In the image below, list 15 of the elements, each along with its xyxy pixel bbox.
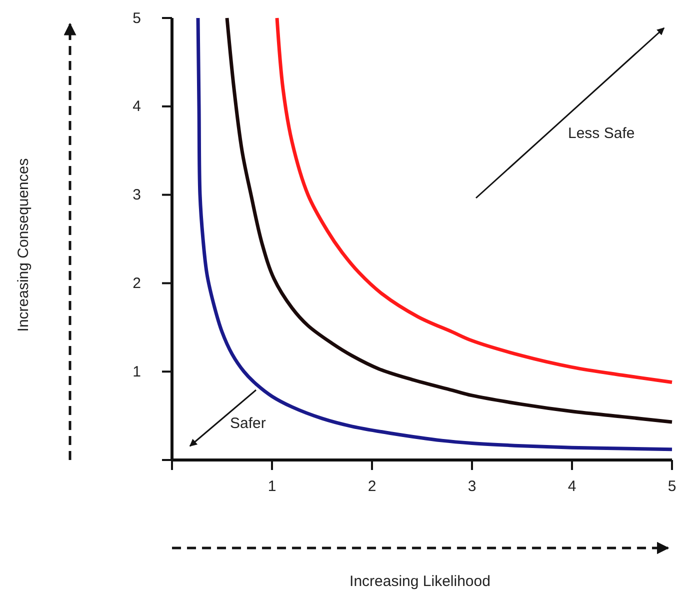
x-tick-label: 2 — [368, 478, 376, 495]
x-tick-label: 1 — [268, 478, 276, 495]
x-tick-label: 5 — [668, 478, 676, 495]
x-tick-label: 4 — [568, 478, 576, 495]
x-tick-label: 3 — [468, 478, 476, 495]
y-tick-label: 1 — [132, 363, 141, 380]
annotation: Less Safe — [568, 125, 635, 142]
y-tick-label: 3 — [132, 186, 141, 204]
annotation: Safer — [230, 415, 266, 432]
line-series — [275, 16, 674, 384]
y-tick-label: 4 — [132, 98, 141, 116]
text: Increasing Likelihood — [350, 573, 490, 590]
text: Increasing Consequences — [15, 158, 32, 332]
y-tick-label: 2 — [132, 275, 141, 292]
y-tick-label: 5 — [132, 10, 141, 27]
